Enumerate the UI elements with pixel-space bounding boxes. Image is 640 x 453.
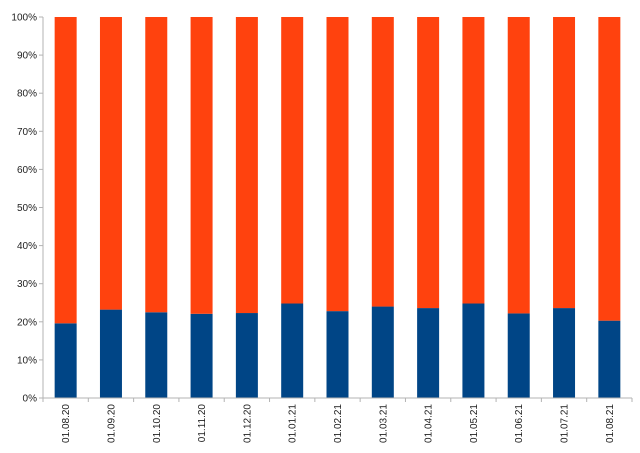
bar-segment-series-1 <box>281 303 304 398</box>
x-tick-label: 01.10.20 <box>152 404 163 443</box>
bar-segment-series-2 <box>598 17 621 321</box>
x-tick-label: 01.09.20 <box>106 404 117 443</box>
x-tick-label: 01.05.21 <box>469 404 480 443</box>
bar-segment-series-2 <box>145 17 168 313</box>
y-tick-label: 0% <box>23 394 38 405</box>
y-tick-label: 60% <box>17 165 37 176</box>
bar-segment-series-2 <box>371 17 394 307</box>
x-tick-label: 01.07.21 <box>560 404 571 443</box>
bar-segment-series-1 <box>99 309 122 398</box>
x-tick-label: 01.06.21 <box>514 404 525 443</box>
y-tick-label: 80% <box>17 89 37 100</box>
y-tick-label: 40% <box>17 241 37 252</box>
x-tick-label: 01.02.21 <box>333 404 344 443</box>
y-tick-label: 30% <box>17 279 37 290</box>
y-tick-label: 50% <box>17 203 37 214</box>
x-tick-label: 01.01.21 <box>288 404 299 443</box>
bar-segment-series-1 <box>553 308 576 398</box>
bar-segment-series-1 <box>190 313 213 398</box>
bar-segment-series-2 <box>417 17 440 309</box>
y-tick-label: 70% <box>17 127 37 138</box>
bar-segment-series-1 <box>598 320 621 398</box>
bars <box>54 17 621 398</box>
bar-segment-series-1 <box>145 312 168 398</box>
y-tick-label: 100% <box>11 13 37 24</box>
bar-segment-series-1 <box>235 313 258 398</box>
x-tick-label: 01.04.21 <box>424 404 435 443</box>
x-tick-label: 01.11.20 <box>197 404 208 443</box>
bar-segment-series-1 <box>507 313 530 398</box>
bar-segment-series-2 <box>99 17 122 310</box>
bar-segment-series-1 <box>462 303 485 398</box>
y-tick-label: 10% <box>17 355 37 366</box>
x-tick-label: 01.12.20 <box>242 404 253 443</box>
bar-segment-series-2 <box>507 17 530 314</box>
bar-segment-series-2 <box>190 17 213 314</box>
bar-segment-series-2 <box>553 17 576 309</box>
x-tick-label: 01.08.21 <box>605 404 616 443</box>
bar-segment-series-1 <box>326 311 349 398</box>
bar-segment-series-2 <box>54 17 77 324</box>
bar-segment-series-2 <box>281 17 304 304</box>
x-axis: 01.08.20 01.09.20 01.10.20 01.11.20 01.12.20… <box>42 397 633 443</box>
bar-segment-series-1 <box>54 323 77 398</box>
x-tick-label: 01.08.20 <box>61 404 72 443</box>
x-tick-label: 01.03.21 <box>378 404 389 443</box>
y-tick-label: 20% <box>17 317 37 328</box>
bar-segment-series-1 <box>371 306 394 398</box>
bar-segment-series-2 <box>462 17 485 304</box>
bar-segment-series-2 <box>235 17 258 314</box>
y-axis: 0% 10% 20% 30% 40% 50% 60% 70% 80% 90% 100% <box>11 13 44 405</box>
y-tick-label: 90% <box>17 51 37 62</box>
bar-segment-series-2 <box>326 17 349 312</box>
bar-segment-series-1 <box>417 308 440 398</box>
